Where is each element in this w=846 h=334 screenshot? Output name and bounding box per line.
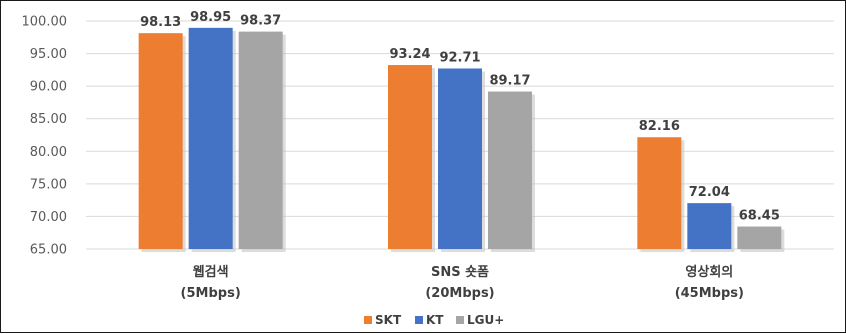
x-category-sublabel: (45Mbps) bbox=[675, 286, 744, 301]
x-category-label: 웹검색 bbox=[193, 265, 229, 280]
y-tick-label: 100.00 bbox=[22, 15, 68, 30]
data-label: 93.24 bbox=[389, 47, 430, 62]
x-category-sublabel: (5Mbps) bbox=[181, 286, 241, 301]
legend-swatch bbox=[415, 316, 423, 324]
data-label: 92.71 bbox=[439, 50, 480, 65]
legend-label: SKT bbox=[375, 313, 402, 327]
data-label: 98.13 bbox=[140, 15, 181, 30]
data-label: 98.95 bbox=[190, 10, 231, 25]
bar-skt bbox=[637, 137, 682, 249]
y-tick-label: 85.00 bbox=[30, 112, 67, 127]
bar-lgu bbox=[488, 91, 532, 249]
data-label: 82.16 bbox=[639, 119, 680, 134]
data-label: 68.45 bbox=[739, 209, 780, 224]
x-category-label: SNS 숏폼 bbox=[431, 265, 489, 280]
bar-kt bbox=[188, 27, 233, 250]
legend-label: LGU+ bbox=[467, 313, 504, 327]
legend-swatch bbox=[364, 316, 372, 324]
bar-kt bbox=[687, 203, 732, 249]
bar-kt bbox=[438, 68, 482, 250]
bar-skt bbox=[388, 65, 432, 250]
x-category-label: 영상회의 bbox=[685, 264, 733, 280]
y-tick-label: 70.00 bbox=[30, 210, 67, 225]
bar-skt bbox=[138, 33, 183, 249]
data-label: 72.04 bbox=[689, 185, 730, 200]
y-tick-label: 75.00 bbox=[30, 177, 67, 192]
y-tick-label: 90.00 bbox=[30, 80, 67, 95]
bar-lgu bbox=[737, 226, 782, 249]
data-label: 98.37 bbox=[240, 14, 281, 29]
y-tick-label: 65.00 bbox=[30, 243, 67, 258]
y-tick-label: 80.00 bbox=[30, 145, 67, 160]
legend-swatch bbox=[456, 316, 464, 324]
y-tick-label: 95.00 bbox=[30, 47, 67, 62]
bar-lgu bbox=[238, 31, 283, 249]
legend-label: KT bbox=[426, 313, 444, 327]
x-category-sublabel: (20Mbps) bbox=[425, 286, 494, 301]
data-label: 89.17 bbox=[489, 74, 530, 89]
